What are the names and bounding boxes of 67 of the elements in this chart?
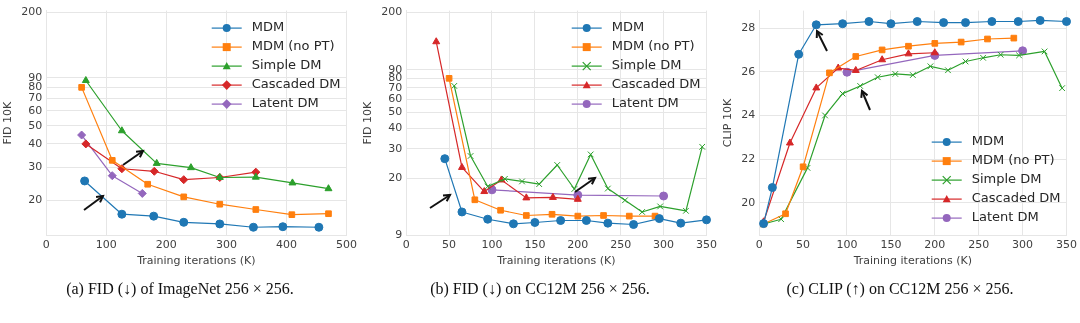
y-tick-label: 30 [388, 141, 403, 155]
x-tick-label: 100 [481, 238, 503, 252]
x-tick-label: 400 [275, 238, 297, 252]
x-tick-label: 250 [610, 238, 632, 252]
y-tick-label: 200 [381, 5, 403, 19]
y-tick-label: 20 [741, 195, 756, 209]
legend-label: MDM (no PT) [251, 38, 335, 54]
y-tick-label: 40 [388, 121, 403, 135]
x-tick-label: 0 [42, 238, 50, 252]
y-tick-label: 30 [28, 160, 43, 174]
y-tick-label: 20 [388, 170, 403, 184]
x-axis-title: Training iterations (K) [496, 254, 616, 268]
x-tick-label: 0 [402, 238, 410, 252]
x-tick-label: 250 [968, 238, 990, 252]
x-tick-label: 150 [880, 238, 902, 252]
x-tick-label: 50 [796, 238, 811, 252]
y-axis-title: FID 10K [361, 100, 375, 145]
legend-label: Cascaded DM [251, 76, 341, 92]
legend-label: Cascaded DM [611, 76, 701, 92]
x-tick-label: 150 [524, 238, 546, 252]
legend-label: Cascaded DM [971, 190, 1061, 206]
x-tick-label: 300 [215, 238, 237, 252]
x-tick-label: 300 [653, 238, 675, 252]
y-tick-label: 40 [28, 136, 43, 150]
y-axis-title: FID 10K [1, 100, 15, 145]
y-axis-title: CLIP 10K [721, 98, 735, 148]
y-tick-label: 20 [28, 193, 43, 207]
legend-label: MDM (no PT) [971, 152, 1055, 168]
x-tick-label: 0 [755, 238, 763, 252]
x-tick-label: 50 [442, 238, 457, 252]
text: (a) FID (↓) of ImageNet 256 × 256. [66, 280, 294, 297]
text: (c) CLIP (↑) on CC12M 256 × 256. [786, 280, 1014, 297]
legend-label: Simple DM [971, 171, 1042, 187]
x-tick-label: 200 [155, 238, 177, 252]
y-tick-label: 28 [741, 20, 756, 34]
x-axis-title: Training iterations (K) [852, 254, 973, 268]
x-tick-label: 300 [1012, 238, 1034, 252]
y-tick-label: 26 [741, 64, 756, 78]
y-tick-label: 50 [28, 118, 43, 132]
legend-label: MDM [971, 133, 1005, 149]
x-tick-label: 500 [336, 238, 357, 252]
legend-label: Latent DM [611, 95, 679, 111]
x-tick-label: 100 [95, 238, 117, 252]
legend-label: Simple DM [251, 57, 322, 73]
y-tick-label: 50 [388, 105, 403, 119]
text: (b) FID (↓) on CC12M 256 × 256. [430, 280, 650, 297]
y-tick-label: 70 [388, 80, 403, 94]
x-tick-label: 350 [696, 238, 717, 252]
y-tick-label: 60 [388, 91, 403, 105]
y-tick-label: 80 [28, 80, 43, 94]
y-tick-label: 9 [395, 228, 403, 242]
x-tick-label: 350 [1056, 238, 1077, 252]
legend-label: MDM (no PT) [611, 38, 695, 54]
x-tick-label: 100 [836, 238, 858, 252]
legend-label: Simple DM [611, 57, 682, 73]
x-axis-title: Training iterations (K) [136, 254, 256, 268]
y-tick-label: 24 [741, 108, 756, 122]
x-tick-label: 200 [567, 238, 589, 252]
legend-label: Latent DM [251, 95, 319, 111]
x-tick-label: 200 [924, 238, 946, 252]
legend-label: Latent DM [971, 209, 1039, 225]
y-tick-label: 70 [28, 91, 43, 105]
legend-label: MDM [611, 19, 645, 35]
y-tick-label: 60 [28, 103, 43, 117]
legend-label: MDM [251, 19, 285, 35]
y-tick-label: 200 [21, 5, 43, 19]
y-tick-label: 22 [741, 152, 756, 165]
